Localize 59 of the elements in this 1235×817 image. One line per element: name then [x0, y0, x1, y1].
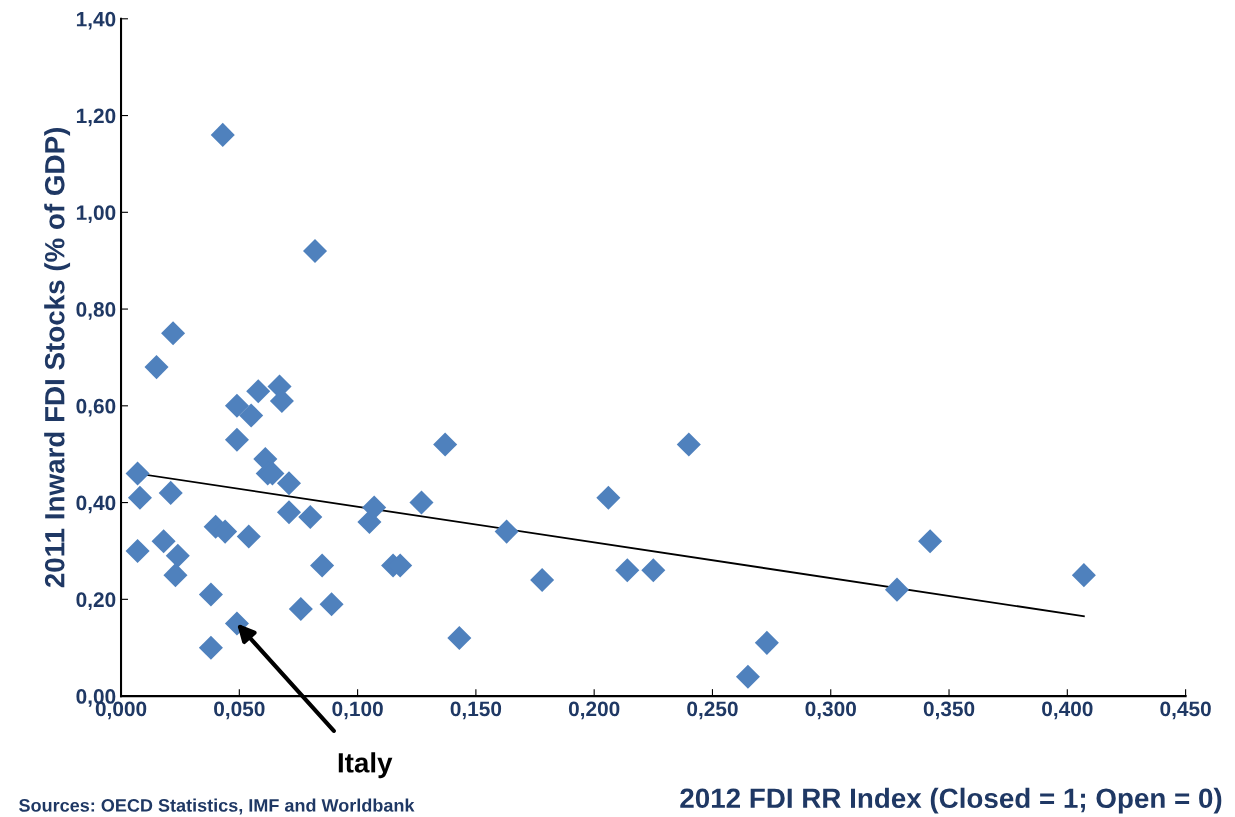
point	[676, 432, 701, 457]
y-axis-title: 2011 Inward FDI Stocks (% of GDP)	[44, 128, 71, 588]
point	[319, 592, 344, 617]
x-tick-label: 0,200	[568, 701, 620, 720]
x-tick-label: 0,450	[1160, 701, 1211, 720]
point	[125, 461, 150, 486]
y-tick-label: 1,00	[76, 205, 116, 224]
point	[754, 630, 779, 655]
point	[641, 558, 666, 583]
annotation: Italy	[338, 752, 393, 779]
point	[198, 582, 223, 607]
point	[884, 577, 910, 602]
y-tick-label: 1,20	[76, 108, 116, 127]
y-tick-label: 0,40	[76, 495, 116, 514]
point	[530, 567, 555, 592]
x-tick-label: 0,050	[214, 701, 265, 720]
point	[198, 635, 223, 660]
point	[596, 485, 621, 510]
y-tick-label: 0,80	[76, 302, 116, 320]
source-note: Sources: OECD Statistics, IMF and Worldbank	[19, 798, 415, 815]
point	[276, 500, 302, 525]
point	[409, 490, 434, 515]
point	[310, 553, 335, 578]
point	[276, 471, 302, 496]
point	[239, 403, 264, 428]
x-tick-label: 0,300	[805, 701, 856, 720]
x-tick-label: 0,350	[923, 701, 975, 720]
x-axis-title: 2012 FDI RR Index (Closed = 1; Open = 0)	[680, 787, 1222, 814]
point	[298, 505, 323, 530]
point	[144, 355, 169, 380]
point	[246, 379, 271, 404]
y-tick-label: 0,20	[76, 592, 116, 611]
point	[615, 558, 640, 583]
point	[158, 480, 183, 505]
point	[302, 238, 328, 264]
point	[288, 596, 313, 622]
point	[151, 529, 176, 554]
point	[433, 432, 458, 457]
x-tick-label: 0,400	[1042, 701, 1093, 720]
x-tick-label: 0,100	[332, 701, 383, 720]
point	[224, 427, 249, 452]
point	[1071, 563, 1096, 588]
point	[447, 626, 472, 651]
point	[236, 524, 261, 549]
x-tick-label: 0,150	[450, 701, 502, 720]
point	[918, 529, 943, 554]
point	[125, 538, 150, 563]
point	[224, 393, 249, 418]
point	[210, 122, 235, 147]
point	[362, 495, 387, 520]
x-tick-label: 0,250	[687, 701, 738, 720]
point	[161, 321, 186, 346]
point	[494, 519, 519, 544]
y-tick-label: 1,40	[76, 11, 116, 30]
point	[735, 664, 760, 689]
point	[165, 543, 190, 568]
point	[163, 563, 188, 588]
y-tick-label: 0,60	[76, 398, 116, 417]
point	[127, 485, 152, 510]
